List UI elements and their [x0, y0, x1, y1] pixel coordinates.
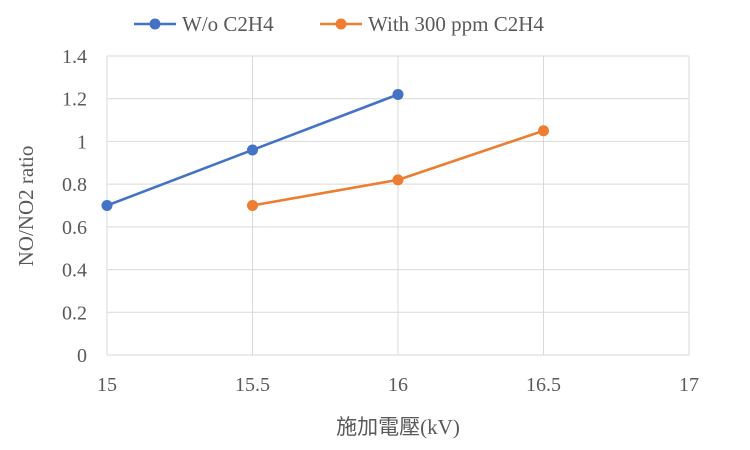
- legend-marker-1: [149, 18, 161, 30]
- x-tick-label: 16: [388, 374, 408, 396]
- y-tick-label: 0: [77, 345, 87, 367]
- data-point: [101, 200, 113, 211]
- y-tick-label: 1: [77, 131, 87, 153]
- data-point: [392, 174, 404, 186]
- y-tick-label: 0.8: [62, 174, 87, 196]
- data-point: [247, 144, 258, 156]
- legend: W/o C2H4 With 300 ppm C2H4: [134, 12, 544, 36]
- data-point: [538, 125, 549, 137]
- legend-label-2: With 300 ppm C2H4: [368, 12, 544, 36]
- axes: 0 0.2 0.4 0.6 0.8 1 1.2 1.4 15 15.5 16 16.5 17: [62, 46, 699, 396]
- x-tick-label: 15.5: [235, 374, 270, 396]
- y-tick-label: 1.4: [62, 46, 87, 68]
- data-point: [392, 88, 404, 100]
- legend-label-1: W/o C2H4: [182, 12, 274, 36]
- x-tick-label: 17: [679, 374, 699, 396]
- x-axis-title: 施加電壓(kV): [336, 415, 460, 439]
- y-axis-title: NO/NO2 ratio: [14, 146, 38, 267]
- x-tick-label: 15: [97, 374, 117, 396]
- series-group: [101, 88, 549, 211]
- legend-marker-2: [335, 18, 347, 30]
- y-tick-label: 0.4: [62, 260, 87, 282]
- data-point: [247, 200, 258, 211]
- x-tick-label: 16.5: [526, 374, 561, 396]
- gridlines: [107, 55, 690, 355]
- y-tick-label: 0.6: [62, 217, 87, 239]
- y-tick-label: 0.2: [62, 302, 87, 324]
- y-tick-label: 1.2: [62, 89, 87, 111]
